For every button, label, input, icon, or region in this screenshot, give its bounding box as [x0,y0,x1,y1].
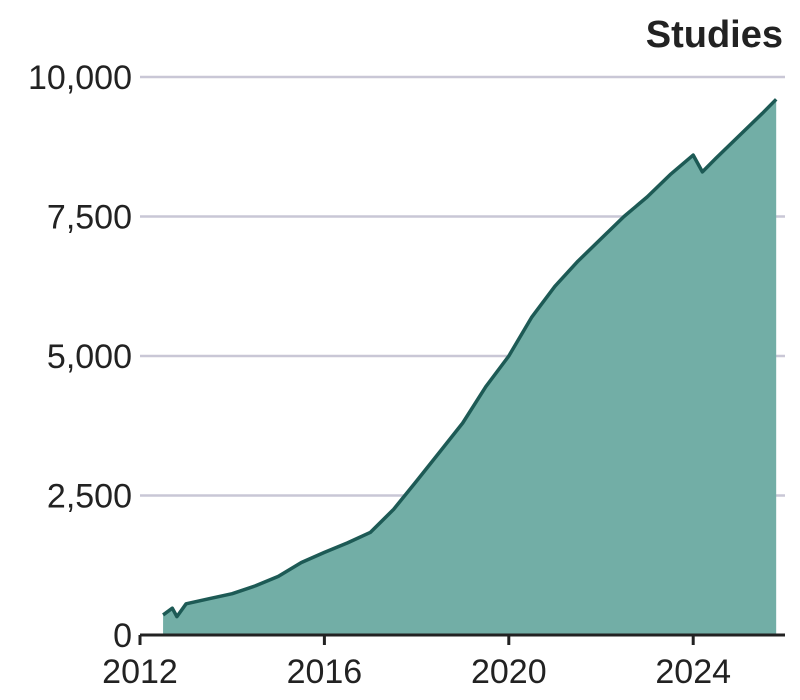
y-tick-label: 7,500 [47,199,132,237]
chart-title: Studies [646,14,783,56]
y-tick-label: 2,500 [47,478,132,516]
area-fill [163,99,777,636]
x-tick-label: 2016 [287,653,363,691]
x-tick-label: 2020 [471,653,547,691]
x-tick-label: 2024 [655,653,731,691]
series-line [162,98,778,619]
x-ticks: 2012 2016 2020 2024 [102,635,731,691]
y-tick-labels: 0 2,500 5,000 7,500 10,000 [28,59,132,655]
y-tick-label: 10,000 [28,59,132,97]
y-tick-label: 0 [113,617,132,655]
x-tick-label: 2012 [102,653,178,691]
area-layer [162,98,778,636]
y-tick-label: 5,000 [47,338,132,376]
